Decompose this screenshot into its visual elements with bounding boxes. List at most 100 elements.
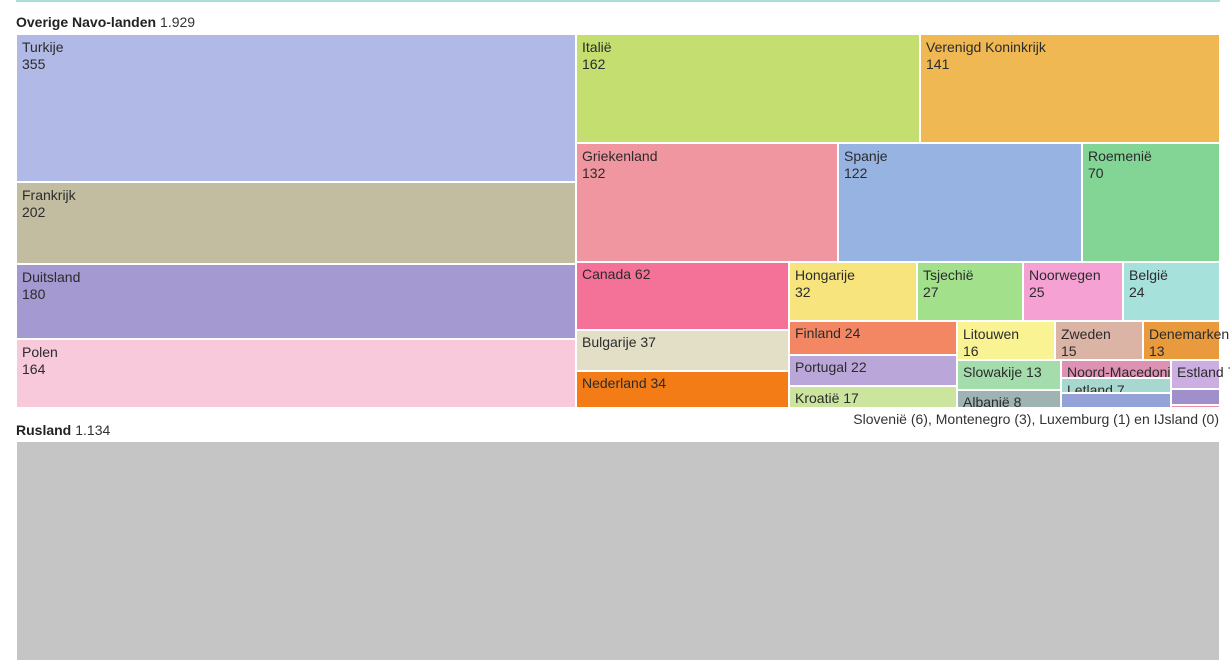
cell-value: 180 [22, 286, 46, 302]
treemap-cell-1-0 [15, 440, 1221, 662]
cell-label: Canada 62 [582, 266, 651, 282]
treemap-cell-0-27 [1060, 392, 1172, 409]
cell-label: Albanië 8 [963, 394, 1022, 410]
cell-value: 355 [22, 56, 46, 72]
cell-label: Finland 24 [795, 325, 861, 341]
cell-value: 25 [1029, 284, 1045, 300]
treemap-cell-0-28 [1170, 388, 1221, 406]
treemap-rect [788, 354, 958, 387]
treemap-cell-finland: Finland 24 [788, 320, 958, 356]
cell-label: Kroatië 17 [795, 390, 859, 406]
treemap-rect [15, 440, 1221, 662]
group-total: 1.134 [75, 422, 111, 438]
cell-label: Estland 7 [1177, 364, 1230, 380]
group-name: Overige Navo-landen [16, 14, 157, 30]
cell-name: Zweden [1061, 326, 1111, 342]
treemap-cell-estland: Estland 7 [1170, 359, 1230, 390]
cell-name: Turkije [22, 39, 64, 55]
treemap-rect [1142, 320, 1221, 361]
cell-value: 70 [1088, 165, 1104, 181]
cell-name: Noorwegen [1029, 267, 1101, 283]
cell-name: Roemenië [1088, 148, 1152, 164]
cell-value: 24 [1129, 284, 1145, 300]
treemap-rect [1054, 320, 1144, 361]
cell-label: Portugal 22 [795, 359, 867, 375]
treemap-cell-0-29 [1170, 404, 1221, 409]
treemap-rect [837, 142, 1083, 263]
cell-value: 27 [923, 284, 939, 300]
cell-value: 162 [582, 56, 606, 72]
cell-value: 141 [926, 56, 950, 72]
cell-name: Denemarken [1149, 326, 1229, 342]
group-title-navo: Overige Navo-landen 1.929 [16, 14, 195, 30]
treemap-cell-kroatie: Kroatië 17 [788, 385, 958, 409]
cell-name: België [1129, 267, 1168, 283]
cell-value: 15 [1061, 343, 1077, 359]
cell-name: Frankrijk [22, 187, 77, 203]
treemap-rect [15, 263, 577, 340]
treemap-cell-nederland: Nederland 34 [575, 370, 790, 409]
treemap-cell-bulgarije: Bulgarije 37 [575, 329, 790, 372]
treemap-rect [575, 33, 921, 144]
cell-value: 202 [22, 204, 46, 220]
treemap-cell-canada: Canada 62 [575, 261, 790, 331]
cell-value: 32 [795, 284, 811, 300]
cell-name: Griekenland [582, 148, 658, 164]
cell-name: Spanje [844, 148, 888, 164]
treemap-rect [15, 33, 577, 183]
treemap-rect [15, 338, 577, 409]
cell-value: 164 [22, 361, 46, 377]
cell-name: Hongarije [795, 267, 855, 283]
treemap-rect [575, 329, 790, 372]
cell-name: Polen [22, 344, 58, 360]
top-rule [16, 0, 1220, 2]
treemap-cell-albanie: Albanië 8 [956, 389, 1062, 410]
cell-value: 16 [963, 343, 979, 359]
treemap-rect [575, 261, 790, 331]
treemap-rect [15, 181, 577, 265]
cell-label: Noord-Macedonië 8 [1067, 364, 1190, 380]
cell-name: Tsjechië [923, 267, 974, 283]
treemap-rect [575, 142, 839, 263]
cell-name: Verenigd Koninkrijk [926, 39, 1047, 55]
group-name: Rusland [16, 422, 72, 438]
cell-label: Slowakije 13 [963, 364, 1042, 380]
group-total: 1.929 [160, 14, 196, 30]
cell-value: 13 [1149, 343, 1165, 359]
treemap-rect [1122, 261, 1221, 322]
treemap-rect [1060, 392, 1172, 409]
treemap-rect [1170, 404, 1221, 409]
cell-label: Nederland 34 [582, 375, 666, 391]
group-title-rusland: Rusland 1.134 [16, 422, 110, 438]
treemap-rect [1081, 142, 1221, 263]
cell-label: Bulgarije 37 [582, 334, 656, 350]
cell-name: Italië [582, 39, 612, 55]
cell-value: 122 [844, 165, 868, 181]
treemap-rect [956, 359, 1062, 391]
treemap-rect [1170, 388, 1221, 406]
treemap-cell-slowakije: Slowakije 13 [956, 359, 1062, 391]
small-countries-footnote: Slovenië (6), Montenegro (3), Luxemburg … [853, 411, 1219, 427]
cell-value: 132 [582, 165, 606, 181]
cell-name: Litouwen [963, 326, 1019, 342]
cell-name: Duitsland [22, 269, 80, 285]
treemap-cell-portugal: Portugal 22 [788, 354, 958, 387]
treemap-rect [1170, 359, 1221, 390]
